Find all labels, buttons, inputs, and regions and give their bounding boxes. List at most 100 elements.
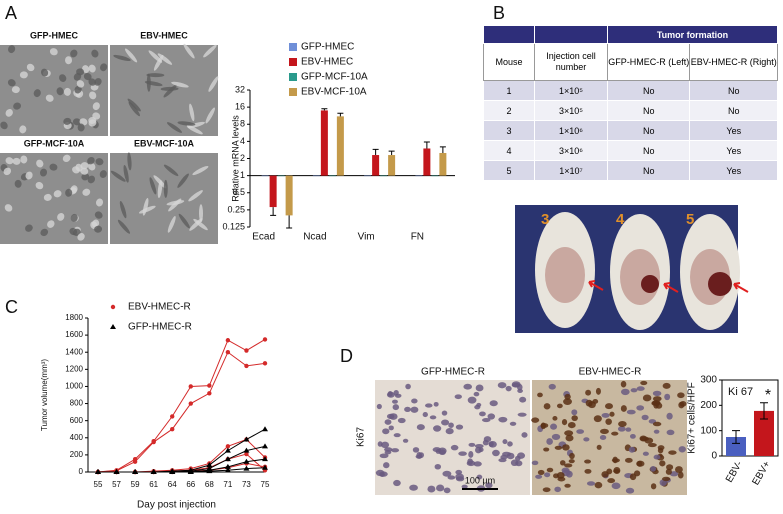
arrow: [663, 282, 679, 293]
micrograph-label: EBV-HMEC: [140, 30, 188, 40]
table-cell: 1: [483, 80, 535, 101]
bar: [336, 116, 344, 176]
cell-shape: [80, 167, 89, 175]
cell-shape: [53, 190, 62, 198]
y-tick-label: 1200: [65, 364, 83, 373]
table-cell: No: [606, 160, 691, 181]
cell-shape: [203, 44, 217, 58]
nucleus: [506, 452, 515, 460]
cell-shape: [56, 87, 64, 96]
cell-shape: [92, 102, 100, 111]
cell-shape: [208, 76, 219, 92]
cell-shape: [73, 73, 82, 81]
cell-shape: [157, 53, 173, 65]
nucleus: [498, 416, 508, 423]
nucleus: [429, 415, 437, 420]
nucleus: [427, 485, 436, 493]
cell-shape: [123, 165, 129, 183]
point: [187, 469, 194, 474]
nucleus: [652, 390, 662, 397]
cell-shape: [65, 56, 73, 65]
cell-shape: [95, 158, 104, 166]
cell-shape: [33, 89, 41, 98]
nucleus: [544, 472, 551, 478]
point: [244, 348, 249, 353]
ihc-label: EBV-HMEC-R: [579, 367, 642, 378]
point: [262, 443, 268, 449]
nucleus: [669, 471, 679, 477]
cell-shape: [94, 211, 103, 219]
table-cell: 3×10⁵: [534, 100, 608, 121]
cell-shape: [63, 87, 71, 96]
nucleus: [392, 404, 400, 411]
nucleus: [425, 403, 433, 408]
nucleus: [564, 463, 573, 468]
nucleus: [434, 463, 442, 470]
legend-label: GFP-HMEC: [301, 42, 354, 53]
nucleus: [463, 383, 473, 390]
nucleus: [588, 401, 596, 409]
point: [244, 363, 249, 369]
y-tick-label: 600: [70, 416, 84, 425]
nucleus: [475, 446, 482, 454]
nucleus: [569, 452, 575, 460]
y-tick-label: 2: [240, 153, 245, 163]
nucleus: [546, 438, 553, 445]
table-cell: Yes: [689, 160, 778, 181]
cell-shape: [163, 164, 179, 177]
nucleus: [433, 425, 442, 432]
nucleus: [611, 482, 621, 490]
nucleus: [411, 398, 418, 404]
table-cell: 3: [483, 120, 535, 141]
plot-frame: [721, 379, 779, 457]
nucleus: [596, 444, 602, 450]
cell-shape: [7, 79, 16, 87]
nucleus: [665, 468, 672, 475]
cell-shape: [87, 175, 96, 184]
nucleus: [485, 482, 493, 489]
legend-swatch: [289, 73, 297, 81]
cell-shape: [153, 54, 164, 71]
group-header: Tumor formation: [607, 25, 778, 44]
nucleus: [382, 428, 390, 435]
cell-shape: [11, 86, 20, 94]
cell-shape: [94, 78, 102, 86]
nucleus: [613, 469, 620, 474]
bar: [754, 410, 774, 456]
y-tick-label: 1400: [65, 347, 83, 356]
nucleus: [397, 417, 406, 424]
cell-shape: [72, 118, 81, 126]
cell-shape: [199, 204, 204, 223]
bar: [415, 175, 423, 177]
nucleus: [607, 478, 616, 484]
nucleus: [550, 423, 558, 430]
header-cell: [483, 25, 535, 44]
arrow: [588, 280, 604, 291]
nucleus: [391, 448, 400, 453]
nucleus: [629, 473, 637, 481]
legend-label: EBV-HMEC-R: [128, 302, 191, 313]
x-tick-label: 68: [205, 480, 214, 489]
nucleus: [404, 406, 411, 413]
y-tick-label: 1600: [65, 330, 83, 339]
nucleus: [410, 406, 419, 413]
nucleus: [554, 486, 562, 493]
point: [206, 468, 213, 474]
nucleus: [585, 389, 592, 396]
nucleus: [380, 441, 390, 449]
nucleus: [601, 413, 610, 418]
nucleus: [458, 451, 467, 456]
tumor: [708, 272, 732, 296]
x-tick-label: EBV+: [750, 459, 773, 487]
point: [262, 426, 268, 432]
nucleus: [620, 380, 627, 388]
nucleus: [387, 391, 393, 397]
nucleus: [594, 481, 603, 489]
cell-shape: [63, 117, 72, 125]
table-header-row: Tumor formation: [483, 25, 778, 44]
nucleus: [644, 437, 654, 444]
bar: [423, 148, 431, 176]
cell-shape: [160, 86, 179, 91]
point: [110, 324, 116, 329]
